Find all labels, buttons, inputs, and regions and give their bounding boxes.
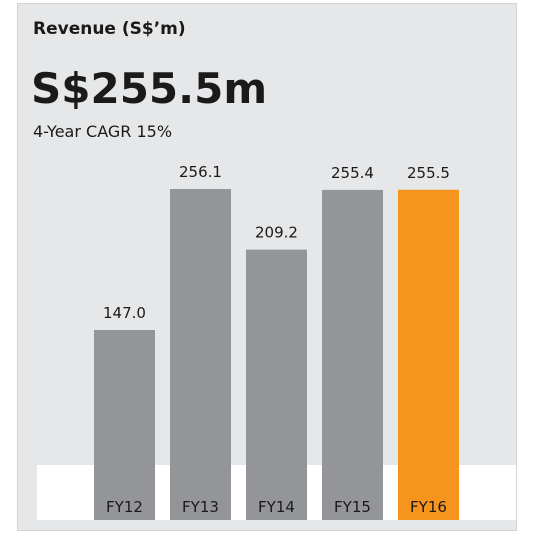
value-label: 209.2 [255, 224, 298, 242]
x-tick-label: FY13 [182, 498, 219, 516]
bar [94, 330, 155, 520]
value-label: 147.0 [103, 304, 146, 322]
bar [398, 189, 459, 520]
chart-title: Revenue (S$’m) [33, 19, 186, 39]
bar [170, 189, 231, 520]
x-tick-label: FY15 [334, 498, 371, 516]
x-tick-label: FY12 [106, 498, 143, 516]
value-label: 255.5 [407, 164, 450, 182]
subtitle: 4-Year CAGR 15% [33, 122, 172, 141]
bar [322, 189, 383, 520]
value-label: 255.4 [331, 164, 374, 182]
x-tick-label: FY16 [410, 498, 447, 516]
headline: S$255.5m [31, 64, 267, 113]
x-tick-label: FY14 [258, 498, 295, 516]
bar [246, 249, 307, 520]
value-label: 256.1 [179, 163, 222, 181]
